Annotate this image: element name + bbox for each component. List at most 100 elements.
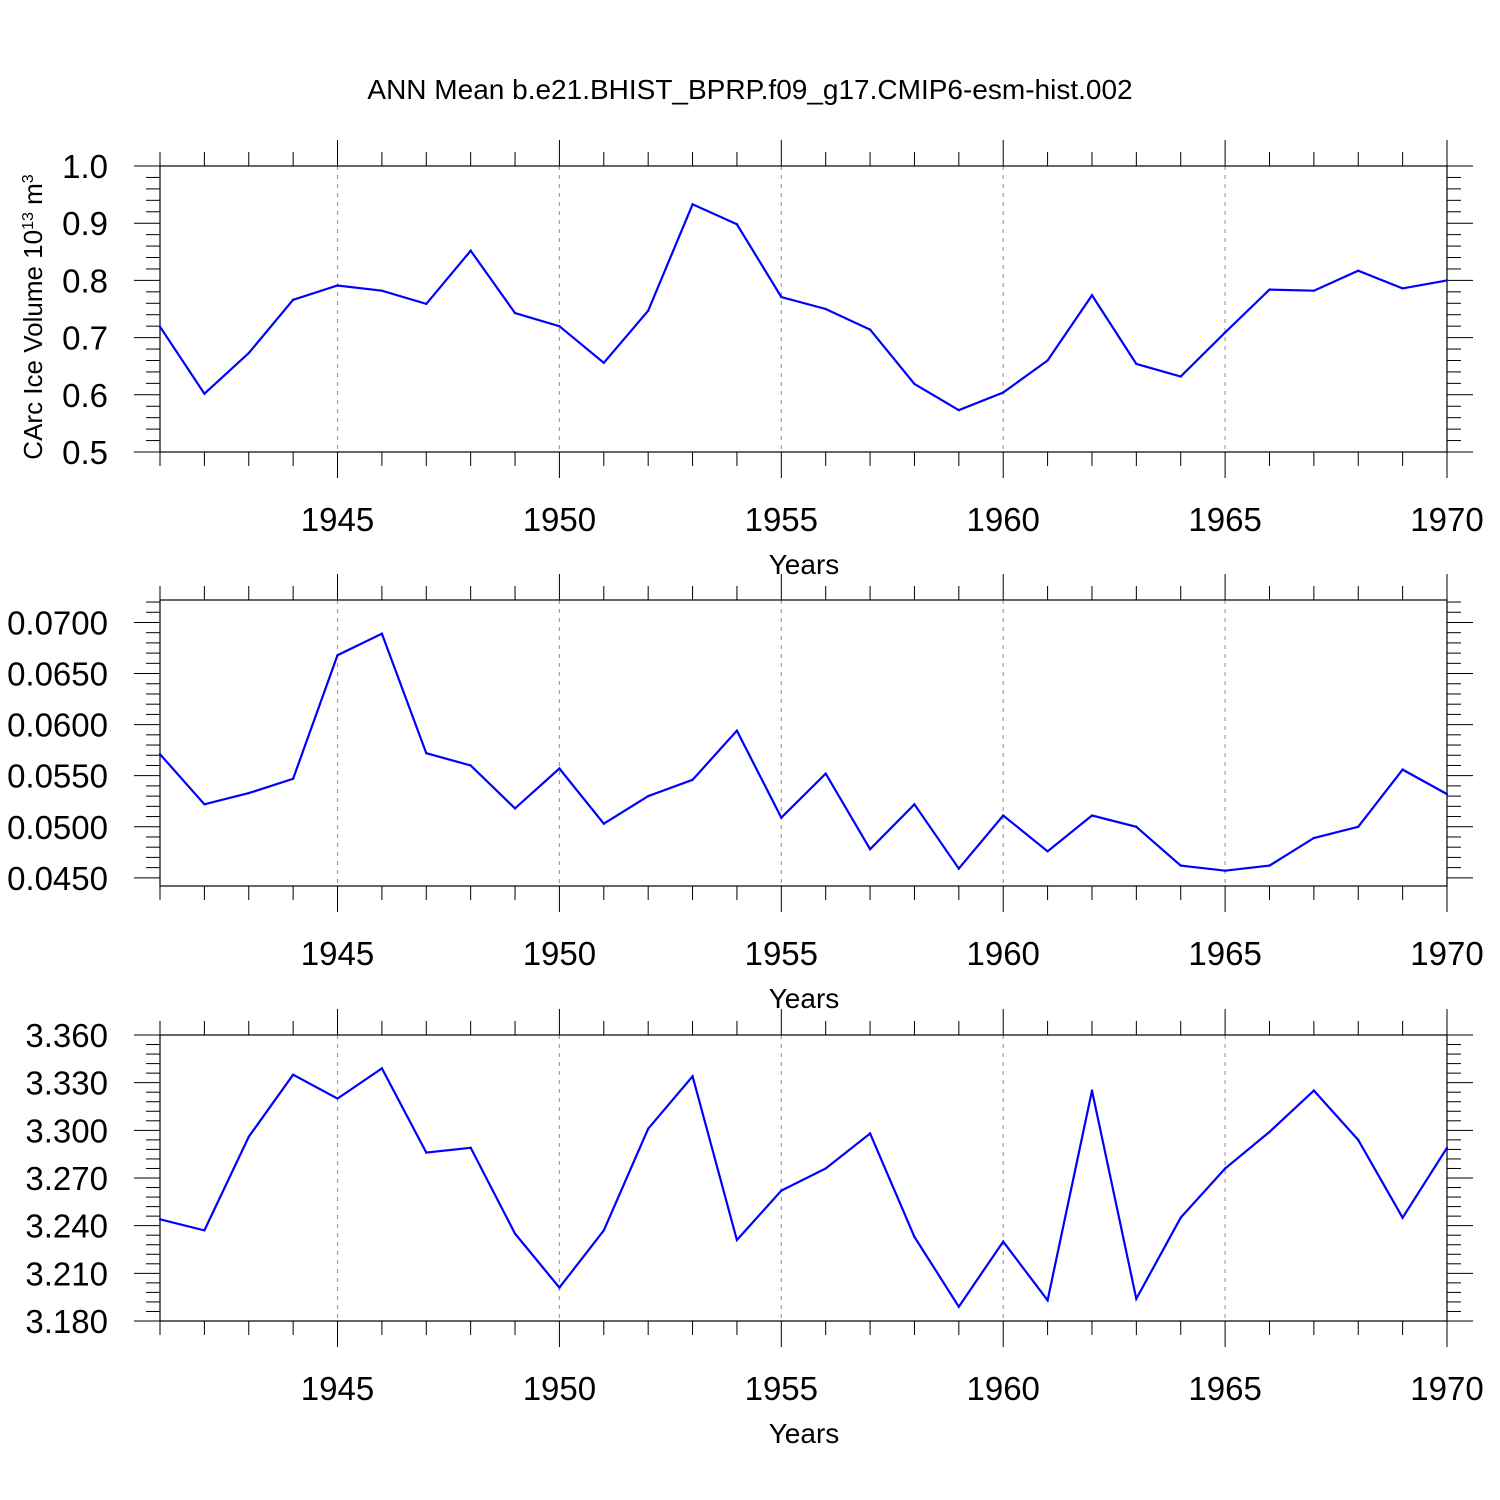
y-tick-label: 0.7 <box>62 320 108 357</box>
data-point <box>203 392 206 395</box>
x-tick-label: 1970 <box>1410 501 1483 538</box>
plot-frame <box>159 1034 1448 1322</box>
data-point <box>336 653 339 657</box>
data-point <box>1179 864 1182 867</box>
data-point <box>646 309 650 312</box>
data-point <box>1445 792 1449 796</box>
x-tick-label: 1955 <box>745 501 818 538</box>
y-tick-label: 0.6 <box>62 377 108 414</box>
series-line <box>159 632 1448 872</box>
data-point <box>1445 1146 1449 1150</box>
x-tick-label: 1960 <box>966 935 1039 972</box>
data-point <box>1357 1138 1360 1142</box>
data-point <box>735 223 739 226</box>
x-axis-label: Years <box>769 1418 840 1449</box>
data-point <box>1357 825 1360 828</box>
data-point <box>780 816 783 819</box>
data-point <box>913 382 916 386</box>
x-tick-label: 1950 <box>523 935 596 972</box>
x-axis-label: Years <box>769 983 840 1014</box>
data-point <box>1046 359 1049 362</box>
data-point <box>646 794 650 798</box>
data-point <box>291 298 295 302</box>
data-point <box>957 1305 961 1308</box>
data-point <box>336 284 339 287</box>
data-point <box>913 803 916 806</box>
y-tick-label: 3.210 <box>25 1255 108 1292</box>
data-point <box>469 764 472 767</box>
data-point <box>203 1229 206 1232</box>
data-point <box>1002 391 1005 394</box>
plot-frame <box>159 599 1448 887</box>
y-tick-label: 3.300 <box>25 1112 108 1149</box>
data-point <box>1179 375 1182 378</box>
x-tick-label: 1965 <box>1188 1370 1261 1407</box>
x-tick-label: 1945 <box>301 1370 374 1407</box>
data-point <box>1312 836 1316 840</box>
x-tick-label: 1965 <box>1188 935 1261 972</box>
y-tick-label: 0.0650 <box>7 656 108 693</box>
data-point <box>1046 1299 1049 1302</box>
y-tick-label: 0.8 <box>62 262 108 299</box>
data-point <box>558 1286 561 1289</box>
data-point <box>646 1127 650 1130</box>
data-point <box>558 767 561 770</box>
data-point <box>1090 1089 1094 1092</box>
data-point <box>868 848 872 851</box>
data-point <box>1445 279 1449 282</box>
data-point <box>602 822 605 825</box>
data-point <box>691 778 694 781</box>
data-point <box>602 361 605 364</box>
data-point <box>957 867 961 870</box>
chart-panel-2: 1945 1950 1955 1960 1965 1970 0.0450 0.0500 0.05… <box>7 574 1484 1014</box>
x-tick-label: 1960 <box>966 1370 1039 1407</box>
data-point <box>957 409 961 412</box>
data-point <box>1401 287 1404 290</box>
data-point <box>1223 331 1227 334</box>
data-point <box>1002 814 1005 817</box>
x-tick-label: 1960 <box>966 501 1039 538</box>
y-tick-label: 3.180 <box>25 1303 108 1340</box>
data-point <box>1401 768 1404 771</box>
data-point <box>291 777 295 780</box>
data-point <box>780 1189 783 1192</box>
data-point <box>425 302 428 306</box>
data-point <box>247 791 250 795</box>
data-point <box>691 203 694 206</box>
data-point <box>1268 1130 1271 1134</box>
x-tick-label: 1965 <box>1188 501 1261 538</box>
y-axis-label: CArc Ice Volume 1013 m3 <box>18 174 48 459</box>
chart-panel-3: 1945 1950 1955 1960 1965 1970 3.180 3.210 3.240 3… <box>25 1009 1484 1449</box>
x-tick-label: 1955 <box>745 935 818 972</box>
data-point <box>158 753 162 756</box>
data-point <box>513 1232 517 1235</box>
data-point <box>469 1146 472 1150</box>
data-point <box>513 807 517 810</box>
data-point <box>247 1135 250 1138</box>
data-point <box>1090 294 1094 297</box>
chart-panel-1: 1945 1950 1955 1960 1965 1970 0.5 0.6 0.7 0.8 0.9 1… <box>18 140 1484 580</box>
data-point <box>291 1073 295 1076</box>
y-tick-label: 3.270 <box>25 1160 108 1197</box>
data-point <box>1223 1167 1227 1170</box>
y-tick-label: 0.0500 <box>7 809 108 846</box>
data-point <box>1312 1089 1316 1092</box>
page-title: ANN Mean b.e21.BHIST_BPRP.f09_g17.CMIP6-… <box>367 74 1133 105</box>
data-point <box>203 803 206 806</box>
data-point <box>380 632 384 635</box>
data-point <box>558 324 561 328</box>
data-point <box>469 249 472 252</box>
data-point <box>1312 289 1316 292</box>
data-point <box>868 328 872 331</box>
plot-frame <box>159 165 1448 453</box>
data-point <box>1268 288 1271 291</box>
y-tick-label: 0.0600 <box>7 707 108 744</box>
data-point <box>1002 1240 1005 1243</box>
data-point <box>425 752 428 755</box>
data-point <box>513 311 517 315</box>
data-point <box>158 325 162 328</box>
data-point <box>1090 814 1094 817</box>
data-point <box>1268 864 1271 867</box>
y-tick-label: 0.0550 <box>7 758 108 795</box>
